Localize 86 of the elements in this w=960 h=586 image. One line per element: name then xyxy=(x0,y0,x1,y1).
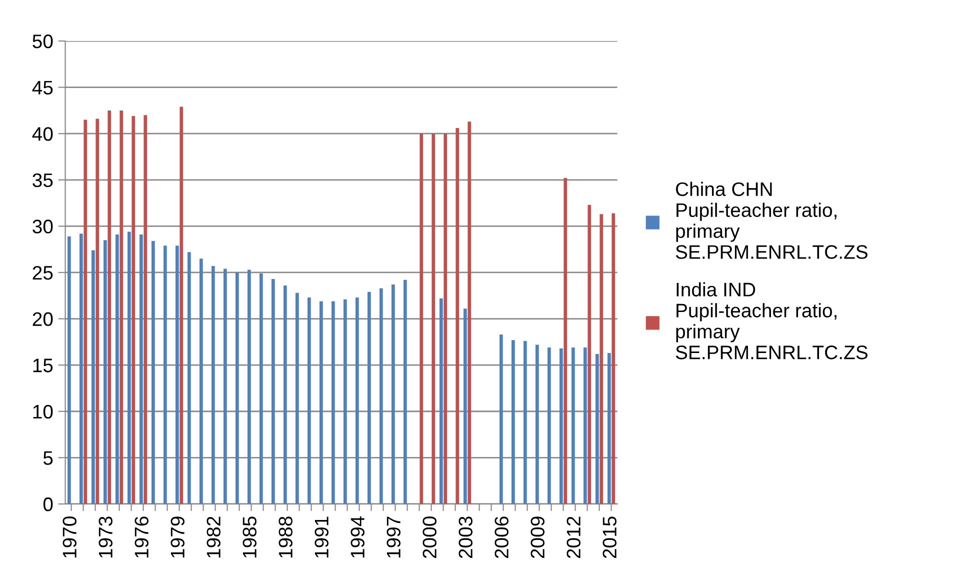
bar xyxy=(236,272,239,504)
bar xyxy=(164,246,167,504)
bar xyxy=(344,299,347,504)
x-tick-label: 1988 xyxy=(278,516,292,558)
bar xyxy=(356,297,359,504)
bar xyxy=(404,280,407,504)
y-tick-label: 5 xyxy=(43,451,53,465)
x-tick-label: 2006 xyxy=(494,516,508,558)
bar xyxy=(272,278,275,504)
bar xyxy=(296,292,299,504)
bar xyxy=(608,353,611,504)
bar xyxy=(584,347,587,504)
bar xyxy=(612,213,616,504)
bar xyxy=(596,354,599,504)
bar xyxy=(140,234,143,504)
bar xyxy=(152,241,155,504)
bar xyxy=(224,268,227,504)
x-tick-label: 2015 xyxy=(602,516,616,558)
x-tick-label: 2000 xyxy=(422,516,436,558)
y-tick-label: 10 xyxy=(33,404,53,419)
x-tick-label: 2003 xyxy=(458,516,472,558)
x-tick-label: 1970 xyxy=(62,516,76,558)
bar xyxy=(564,178,568,504)
bar xyxy=(468,122,472,504)
x-tick-label: 1997 xyxy=(386,516,400,558)
y-tick-label: 35 xyxy=(32,173,53,188)
bar xyxy=(420,134,424,504)
x-tick-label: 1979 xyxy=(170,516,184,558)
bar xyxy=(500,334,503,504)
bar xyxy=(512,340,515,504)
y-tick-label: 30 xyxy=(32,220,53,234)
bar xyxy=(212,266,215,504)
bar xyxy=(456,128,460,504)
bar xyxy=(132,116,136,504)
bar xyxy=(600,214,604,504)
bar xyxy=(308,297,311,504)
bar xyxy=(560,348,563,504)
y-tick-label: 15 xyxy=(33,358,53,372)
bar xyxy=(284,285,287,504)
y-tick-label: 40 xyxy=(32,127,53,141)
bar xyxy=(96,118,100,504)
x-tick-label: 1982 xyxy=(206,516,220,558)
bar xyxy=(260,273,263,504)
y-tick-label: 0 xyxy=(43,497,53,512)
bar xyxy=(84,120,88,504)
x-tick-label: 1973 xyxy=(98,516,112,558)
bar xyxy=(180,106,184,504)
bar xyxy=(572,347,575,504)
bar xyxy=(588,204,592,504)
bar xyxy=(464,308,467,504)
x-tick-label: 1991 xyxy=(314,516,328,558)
bar xyxy=(120,110,124,504)
y-tick-label: 20 xyxy=(32,312,53,326)
x-tick-label: 2009 xyxy=(530,516,544,558)
legend-label: India IND Pupil-teacher ratio, primary SE.PRM.ENRL.TC.ZS xyxy=(676,282,868,360)
y-tick-label: 50 xyxy=(32,34,53,48)
bar xyxy=(128,232,131,504)
y-tick-label: 25 xyxy=(32,266,53,280)
bar xyxy=(444,134,448,504)
x-tick-label: 2012 xyxy=(566,516,580,558)
bar xyxy=(440,298,443,504)
bar xyxy=(320,301,323,504)
bar xyxy=(392,284,395,504)
x-tick-label: 1994 xyxy=(350,516,364,558)
bar xyxy=(188,252,191,504)
y-tick-label: 45 xyxy=(32,80,53,95)
bar xyxy=(144,115,148,504)
bar xyxy=(108,110,112,504)
x-tick-label: 1985 xyxy=(242,516,256,558)
bar xyxy=(200,258,203,504)
bar xyxy=(176,246,179,504)
bar xyxy=(116,234,119,504)
bar xyxy=(248,270,251,504)
bar xyxy=(92,250,95,504)
bar xyxy=(80,234,83,504)
x-tick-label: 1976 xyxy=(134,516,148,558)
bar xyxy=(332,301,335,504)
bar xyxy=(432,134,436,504)
bar xyxy=(536,344,539,504)
bar xyxy=(524,341,527,504)
bar xyxy=(68,236,71,504)
bar xyxy=(104,240,107,504)
bar xyxy=(368,292,371,504)
bar xyxy=(380,288,383,504)
bar xyxy=(548,347,551,504)
legend-label: China CHN Pupil-teacher ratio, primary SE.PRM.ENRL.TC.ZS xyxy=(676,182,868,259)
